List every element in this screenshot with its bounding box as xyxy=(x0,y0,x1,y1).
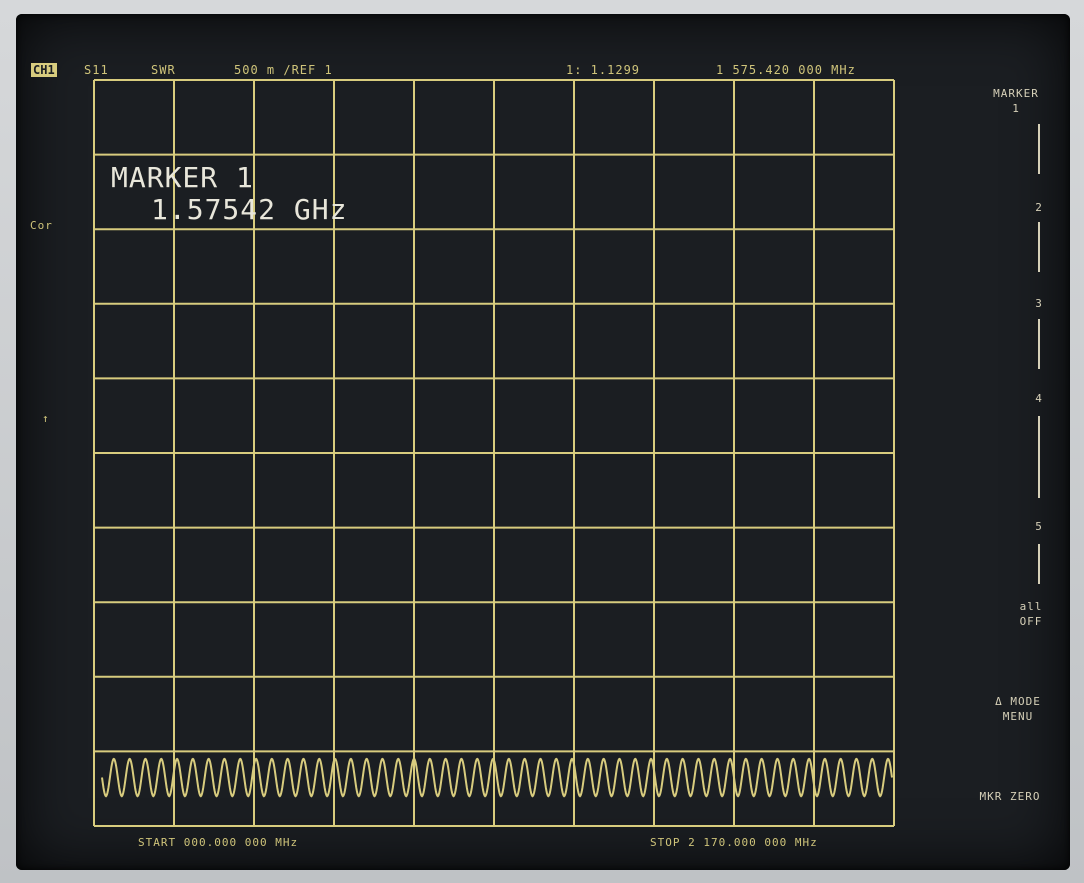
softkey-divider xyxy=(1038,222,1040,272)
softkey-all-off-line2: OFF xyxy=(1019,615,1043,628)
softkey-delta-mode-line1: Δ MODE xyxy=(995,695,1041,708)
scale-label: 500 m /REF 1 xyxy=(234,63,333,77)
reference-arrow-icon: ↑ xyxy=(42,412,50,425)
marker-readout: MARKER 1 1.57542 GHz xyxy=(111,162,347,226)
softkey-divider xyxy=(1038,544,1040,584)
stop-frequency-label: STOP 2 170.000 000 MHz xyxy=(650,836,818,849)
marker-value-label: 1: 1.1299 xyxy=(566,63,641,77)
start-frequency-label: START 000.000 000 MHz xyxy=(138,836,299,849)
softkey-all-off[interactable]: all OFF xyxy=(1006,599,1056,629)
softkey-marker-5[interactable]: 5 xyxy=(1035,520,1043,533)
marker-readout-frequency: 1.57542 GHz xyxy=(151,193,348,226)
parameter-label: S11 xyxy=(84,63,109,77)
softkey-all-off-line1: all xyxy=(1019,600,1043,613)
softkey-divider xyxy=(1038,416,1040,498)
softkey-delta-mode-line2: MENU xyxy=(1002,710,1034,723)
marker-readout-title: MARKER 1 xyxy=(111,161,254,194)
correction-indicator: Cor xyxy=(30,219,53,232)
softkey-marker-2[interactable]: 2 xyxy=(1035,201,1043,214)
softkey-marker-zero[interactable]: MKR ZERO xyxy=(979,790,1041,803)
softkey-divider xyxy=(1038,124,1040,174)
marker-frequency-label: 1 575.420 000 MHz xyxy=(716,63,856,77)
softkey-marker-1-label: 1 xyxy=(1012,102,1020,115)
softkey-delta-mode-menu[interactable]: Δ MODE MENU xyxy=(978,694,1058,724)
swr-trace xyxy=(101,757,893,798)
softkey-marker-1[interactable]: MARKER 1 xyxy=(986,86,1046,116)
softkey-marker-3[interactable]: 3 xyxy=(1035,297,1043,310)
graticule xyxy=(93,79,895,827)
format-label: SWR xyxy=(151,63,176,77)
analyzer-screen: CH1 S11 SWR 500 m /REF 1 1: 1.1299 1 575… xyxy=(16,14,1070,870)
measurement-plot xyxy=(93,79,895,827)
softkey-divider xyxy=(1038,319,1040,369)
channel-badge[interactable]: CH1 xyxy=(31,63,57,77)
softkey-marker-4[interactable]: 4 xyxy=(1035,392,1043,405)
softkey-title: MARKER xyxy=(993,87,1039,100)
